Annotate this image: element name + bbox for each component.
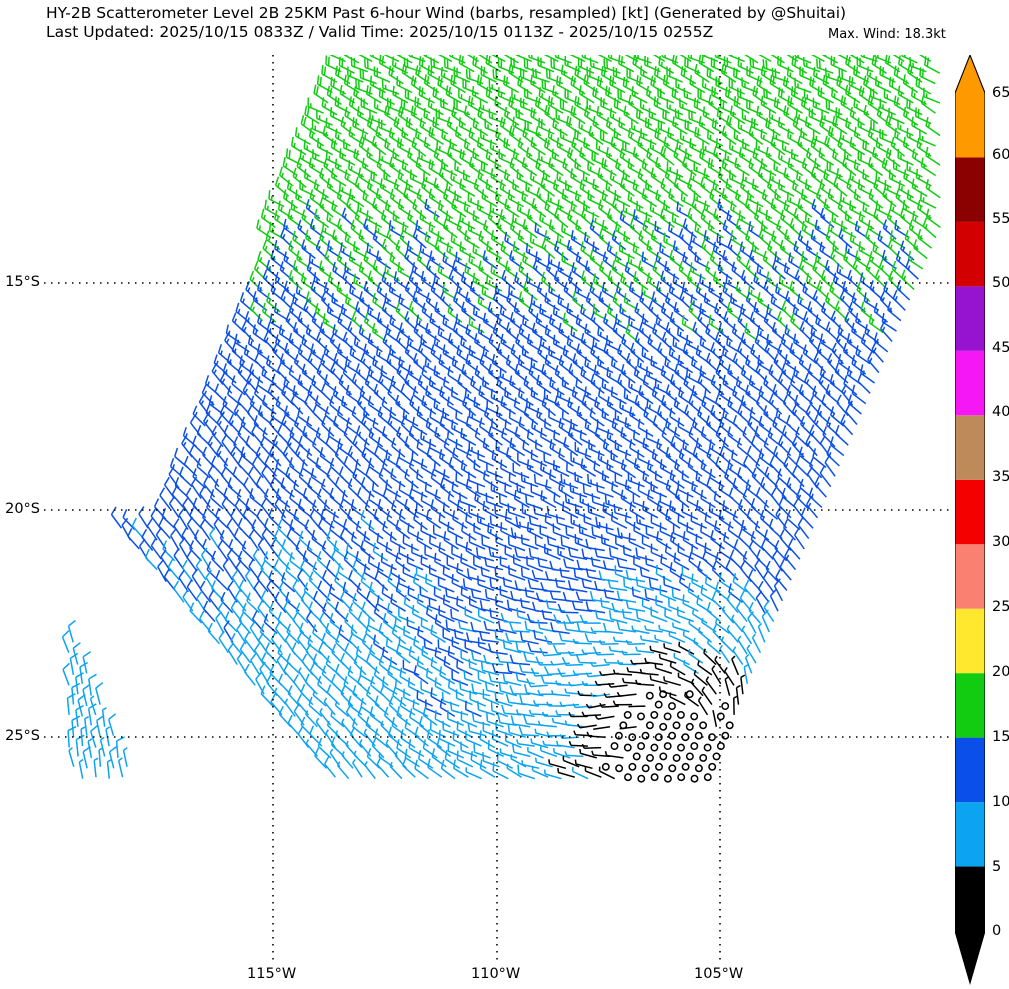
- colorbar-level-20-25: [955, 608, 985, 674]
- colorbar-level-50-55: [955, 221, 985, 287]
- figure-title: HY-2B Scatterometer Level 2B 25KM Past 6…: [46, 4, 847, 22]
- colorbar-tick-40: 40: [992, 404, 1009, 420]
- colorbar-level-35-40: [955, 415, 985, 480]
- colorbar-tick-30: 30: [992, 534, 1009, 550]
- lat-tick-label-2: 25°S: [5, 728, 40, 744]
- colorbar-level-25-30: [955, 544, 985, 609]
- colorbar-level-15-20: [955, 673, 985, 738]
- west-swath-barbs: [61, 619, 128, 779]
- colorbar-level-5-10: [955, 802, 985, 867]
- colorbar-level-40-45: [955, 350, 985, 416]
- colorbar-over-arrow: [955, 55, 985, 93]
- colorbar-level-10-15: [955, 737, 985, 803]
- colorbar-tick-35: 35: [992, 469, 1009, 485]
- colorbar-level-60-65: [955, 93, 985, 158]
- main-swath-barbs: [110, 55, 941, 783]
- colorbar-swatches: [955, 55, 985, 985]
- colorbar-tick-10: 10: [992, 794, 1009, 810]
- colorbar-level-55-60: [955, 157, 985, 222]
- figure-title-block: HY-2B Scatterometer Level 2B 25KM Past 6…: [46, 4, 846, 42]
- wind-barb-canvas: [44, 55, 949, 961]
- colorbar-under-arrow: [955, 931, 985, 983]
- lon-tick-label-2: 105°W: [694, 966, 744, 982]
- colorbar-tick-25: 25: [992, 599, 1009, 615]
- figure-subtitle: Last Updated: 2025/10/15 0833Z / Valid T…: [46, 23, 714, 41]
- lon-tick-label-0: 115°W: [247, 966, 297, 982]
- colorbar-tick-0: 0: [992, 923, 1002, 939]
- lon-tick-label-1: 110°W: [471, 966, 521, 982]
- colorbar-tick-55: 55: [992, 211, 1009, 227]
- colorbar-level-30-35: [955, 479, 985, 545]
- colorbar-tick-60: 60: [992, 147, 1009, 163]
- max-wind-label: Max. Wind: 18.3kt: [828, 27, 946, 42]
- colorbar-level-0-5: [955, 866, 985, 931]
- colorbar-tick-50: 50: [992, 275, 1009, 291]
- lat-tick-label-1: 20°S: [5, 501, 40, 517]
- colorbar-tick-65: 65: [992, 85, 1009, 101]
- wind-speed-colorbar: [955, 55, 985, 985]
- map-plot-area: [44, 55, 949, 961]
- colorbar-tick-45: 45: [992, 340, 1009, 356]
- colorbar-tick-15: 15: [992, 729, 1009, 745]
- colorbar-tick-20: 20: [992, 664, 1009, 680]
- colorbar-tick-5: 5: [992, 859, 1002, 875]
- colorbar-level-45-50: [955, 286, 985, 351]
- lat-tick-label-0: 15°S: [5, 274, 40, 290]
